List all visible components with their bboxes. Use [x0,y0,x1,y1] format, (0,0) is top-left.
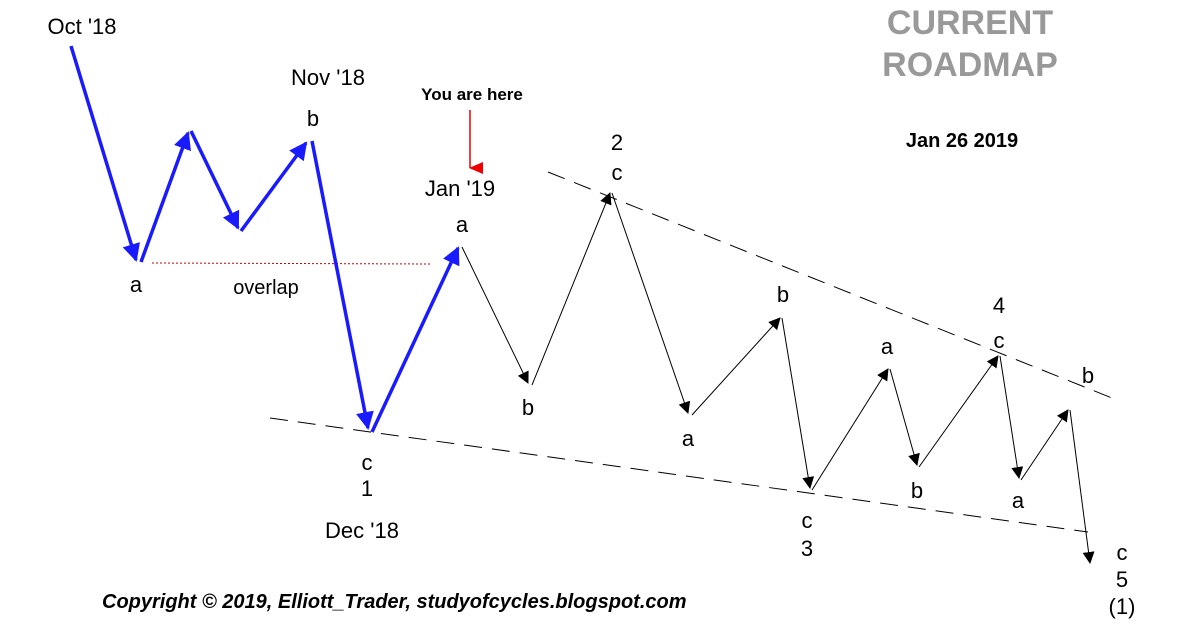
overlap-line [151,262,431,265]
overlap-label: overlap [233,277,299,299]
proj-a-to-b3 [889,368,920,466]
proj-a-to-b [461,246,529,384]
proj-a-to-b2 [691,317,781,416]
wave-label-a5: a [1012,488,1025,513]
wave-label-c4: c [994,328,1005,353]
wave-label-b1: b [307,106,319,131]
upper-channel-line [547,171,1113,399]
wave-label-n1: 1 [361,476,373,501]
wave-label-c5: c [1117,540,1128,565]
wave-label-a1: a [130,272,143,297]
past-wave-path [69,45,460,433]
wave-label-a3: a [682,426,695,451]
wave-label-n3: 3 [801,536,813,561]
wave-a-up [139,131,191,263]
title-line-2: ROADMAP [882,46,1058,84]
wave-label-b5: b [1082,363,1094,388]
time-label-nov18: Nov '18 [291,65,365,90]
wave-up-to-b [239,141,308,233]
wave-label-c2: c [612,160,623,185]
wave-down-2 [189,130,240,230]
wave-label-b4: b [911,478,923,503]
time-label-oct18: Oct '18 [47,14,116,39]
wave-label-deg1: (1) [1109,594,1136,619]
wave-label-a2: a [456,212,469,237]
proj-b3-to-4c [918,355,999,468]
lower-channel-line [269,417,1089,533]
proj-a-to-b4 [1020,409,1069,481]
time-label-jan19: Jan '19 [425,176,495,201]
wave-b-to-c1 [310,140,374,430]
proj-b4-to-5c [1069,409,1095,564]
wave-label-a4: a [881,334,894,359]
proj-2c-to-a [611,192,691,414]
projected-wave-path [461,192,1095,564]
date-label: Jan 26 2019 [906,130,1018,152]
title-line-1: CURRENT [887,4,1053,42]
wave-label-n2: 2 [611,130,623,155]
proj-3c-to-a [811,368,889,491]
wave-label-b2: b [522,395,534,420]
wave-label-b3: b [777,282,789,307]
time-label-dec18: Dec '18 [325,518,399,543]
proj-4c-to-a [999,355,1024,479]
proj-b2-to-3c [781,317,815,489]
wave-label-c1: c [362,450,373,475]
wave-label-n5: 5 [1116,567,1128,592]
copyright-notice: Copyright © 2019, Elliott_Trader, studyo… [102,591,687,613]
wave-c1-to-jan-a [370,246,460,433]
wave-oct-to-a [69,45,140,262]
proj-b-to-2c [531,192,612,386]
wave-label-n4: 4 [993,293,1005,318]
you-are-here-label: You are here [421,85,523,104]
wave-label-c3: c [802,508,813,533]
